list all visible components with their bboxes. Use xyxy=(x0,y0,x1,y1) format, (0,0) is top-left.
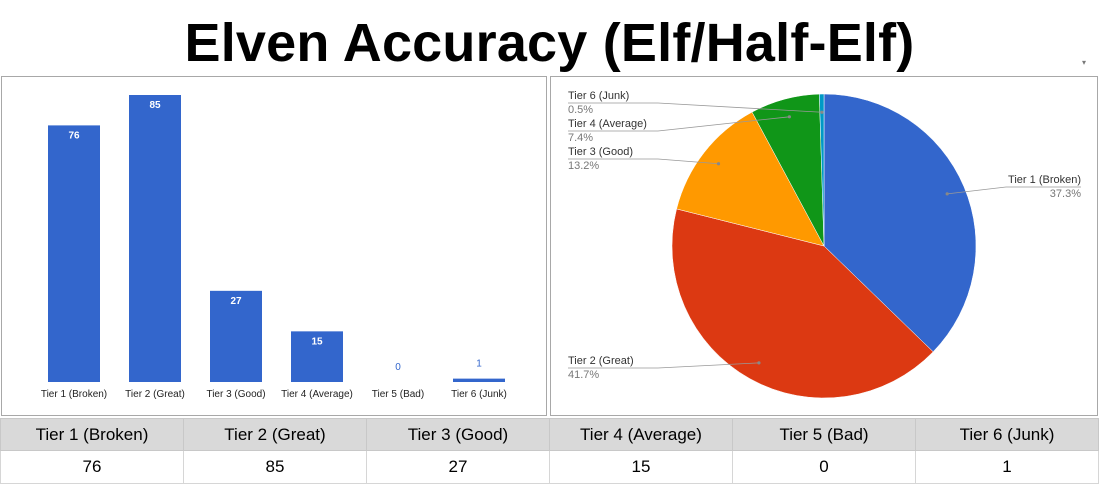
x-tick-label: Tier 5 (Bad) xyxy=(372,389,424,400)
leader-dot xyxy=(716,162,721,166)
pie-slice-tier-2-great[interactable] xyxy=(671,208,934,399)
table-cell: 76 xyxy=(0,450,184,484)
bar-tier-1-broken[interactable] xyxy=(48,125,100,382)
pie-slice-tier-1-broken[interactable] xyxy=(823,93,977,353)
x-tick-label: Tier 2 (Great) xyxy=(125,389,185,400)
table-header-cell: Tier 3 (Good) xyxy=(366,418,550,451)
pie-chart: Tier 1 (Broken) 37.3% Tier 2 (Great) 41.7% T… xyxy=(568,90,1081,399)
x-tick-label: Tier 6 (Junk) xyxy=(451,389,507,400)
bar-value-label: 15 xyxy=(311,336,323,347)
leader-line xyxy=(568,116,790,132)
leader-line xyxy=(568,158,719,165)
bar-value-label: 0 xyxy=(395,362,401,373)
page-title: Elven Accuracy (Elf/Half-Elf) xyxy=(184,13,915,73)
leader-dot xyxy=(757,361,761,365)
leader-line xyxy=(568,362,759,369)
pie-chart-panel: Tier 1 (Broken) 37.3% Tier 2 (Great) 41.7% T… xyxy=(550,76,1098,416)
slice-percent: 7.4% xyxy=(568,132,593,144)
leader-dot xyxy=(787,115,791,119)
table-header-cell: Tier 1 (Broken) xyxy=(0,418,184,451)
x-tick-label: Tier 4 (Average) xyxy=(281,389,353,400)
table-header-cell: Tier 4 (Average) xyxy=(549,418,733,451)
bar-chart-panel: 76 Tier 1 (Broken) 85 Tier 2 (Great) 27 Tier … xyxy=(1,76,547,416)
leader-line xyxy=(568,102,822,113)
slice-label: Tier 3 (Good) xyxy=(568,146,633,158)
table-cell: 1 xyxy=(915,450,1099,484)
slice-label: Tier 4 (Average) xyxy=(568,118,647,130)
x-tick-label: Tier 1 (Broken) xyxy=(41,389,107,400)
slice-percent: 37.3% xyxy=(1050,188,1081,200)
slice-label: Tier 6 (Junk) xyxy=(568,90,629,102)
slice-label: Tier 1 (Broken) xyxy=(1008,174,1081,186)
bar-value-label: 76 xyxy=(68,130,80,141)
bar-chart: 76 Tier 1 (Broken) 85 Tier 2 (Great) 27 Tier … xyxy=(41,95,507,400)
leader-line xyxy=(947,186,1081,195)
bar-tier-4-average[interactable] xyxy=(291,331,343,382)
table-row: 76 85 27 15 0 1 xyxy=(0,450,1099,484)
bar-tier-2-great[interactable] xyxy=(129,95,181,382)
table-cell: 27 xyxy=(366,450,550,484)
bar-tier-6-junk[interactable] xyxy=(453,378,505,382)
table-header-row: Tier 1 (Broken) Tier 2 (Great) Tier 3 (G… xyxy=(0,418,1099,451)
table-header-cell: Tier 5 (Bad) xyxy=(732,418,916,451)
table-cell: 15 xyxy=(549,450,733,484)
bar-value-label: 1 xyxy=(476,359,482,370)
leader-dot xyxy=(820,110,824,114)
table-cell: 85 xyxy=(183,450,367,484)
table-header-cell: Tier 2 (Great) xyxy=(183,418,367,451)
pie-slice-tier-6-junk[interactable] xyxy=(819,93,825,247)
summary-table: Tier 1 (Broken) Tier 2 (Great) Tier 3 (G… xyxy=(0,418,1099,484)
scroll-down-icon[interactable]: ▾ xyxy=(1082,58,1087,67)
slice-percent: 41.7% xyxy=(568,369,599,381)
table-header-cell: Tier 6 (Junk) xyxy=(915,418,1099,451)
slice-label: Tier 2 (Great) xyxy=(568,355,634,367)
bar-value-label: 27 xyxy=(230,296,242,307)
x-tick-label: Tier 3 (Good) xyxy=(206,389,265,400)
table-cell: 0 xyxy=(732,450,916,484)
leader-dot xyxy=(945,192,949,196)
slice-percent: 0.5% xyxy=(568,104,593,116)
bar-value-label: 85 xyxy=(149,100,161,111)
slice-percent: 13.2% xyxy=(568,160,599,172)
pie-slice-tier-3-good[interactable] xyxy=(676,111,825,247)
bar-tier-3-good[interactable] xyxy=(210,290,262,382)
